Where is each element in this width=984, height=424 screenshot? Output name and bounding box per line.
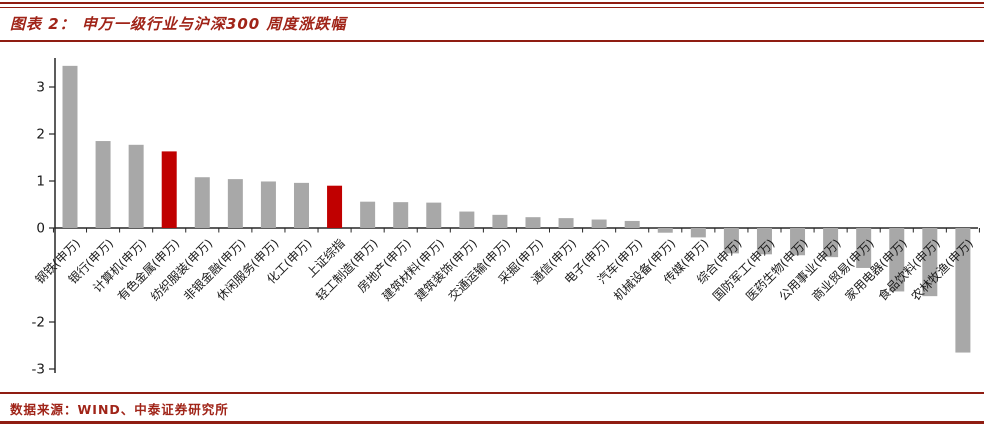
bottom-border-rule bbox=[0, 421, 984, 424]
bar bbox=[62, 65, 78, 228]
bar bbox=[889, 228, 905, 292]
data-source-note: 数据来源：WIND、中泰证券研究所 bbox=[10, 402, 229, 417]
bar bbox=[591, 219, 607, 228]
bar bbox=[790, 228, 806, 256]
figure-title: 图表 2： 申万一级行业与沪深300 周度涨跌幅 bbox=[10, 15, 347, 33]
bar bbox=[360, 201, 376, 228]
bar bbox=[723, 228, 739, 254]
bar bbox=[823, 228, 839, 258]
y-axis-tick-label: 0 bbox=[36, 221, 45, 237]
bar bbox=[393, 202, 409, 228]
bar bbox=[955, 228, 971, 353]
y-axis-tick-label: 2 bbox=[36, 127, 45, 143]
bar bbox=[128, 144, 144, 228]
y-axis-tick-label: 1 bbox=[36, 174, 45, 190]
bar bbox=[922, 228, 938, 297]
bar bbox=[525, 217, 541, 228]
header-second-rule bbox=[0, 7, 984, 8]
bar bbox=[558, 218, 574, 228]
title-underline-rule bbox=[0, 40, 984, 42]
y-axis-tick-label: -3 bbox=[32, 362, 45, 378]
bar bbox=[227, 179, 243, 228]
bar bbox=[492, 214, 508, 228]
bar bbox=[95, 141, 111, 228]
bar bbox=[690, 228, 706, 238]
bar bbox=[756, 228, 772, 255]
bar bbox=[293, 182, 309, 228]
bar bbox=[459, 211, 475, 228]
bar bbox=[260, 181, 276, 228]
bar-highlighted bbox=[161, 151, 177, 228]
bar bbox=[624, 220, 640, 228]
bar-highlighted bbox=[327, 185, 343, 228]
bar bbox=[657, 228, 673, 233]
bar bbox=[856, 228, 872, 268]
bar bbox=[194, 177, 210, 228]
y-axis-tick-label: -2 bbox=[32, 315, 45, 331]
header-top-rule bbox=[0, 2, 984, 4]
bar bbox=[426, 202, 442, 228]
footer-rule bbox=[0, 392, 984, 394]
y-axis-tick-label: 3 bbox=[36, 80, 45, 96]
